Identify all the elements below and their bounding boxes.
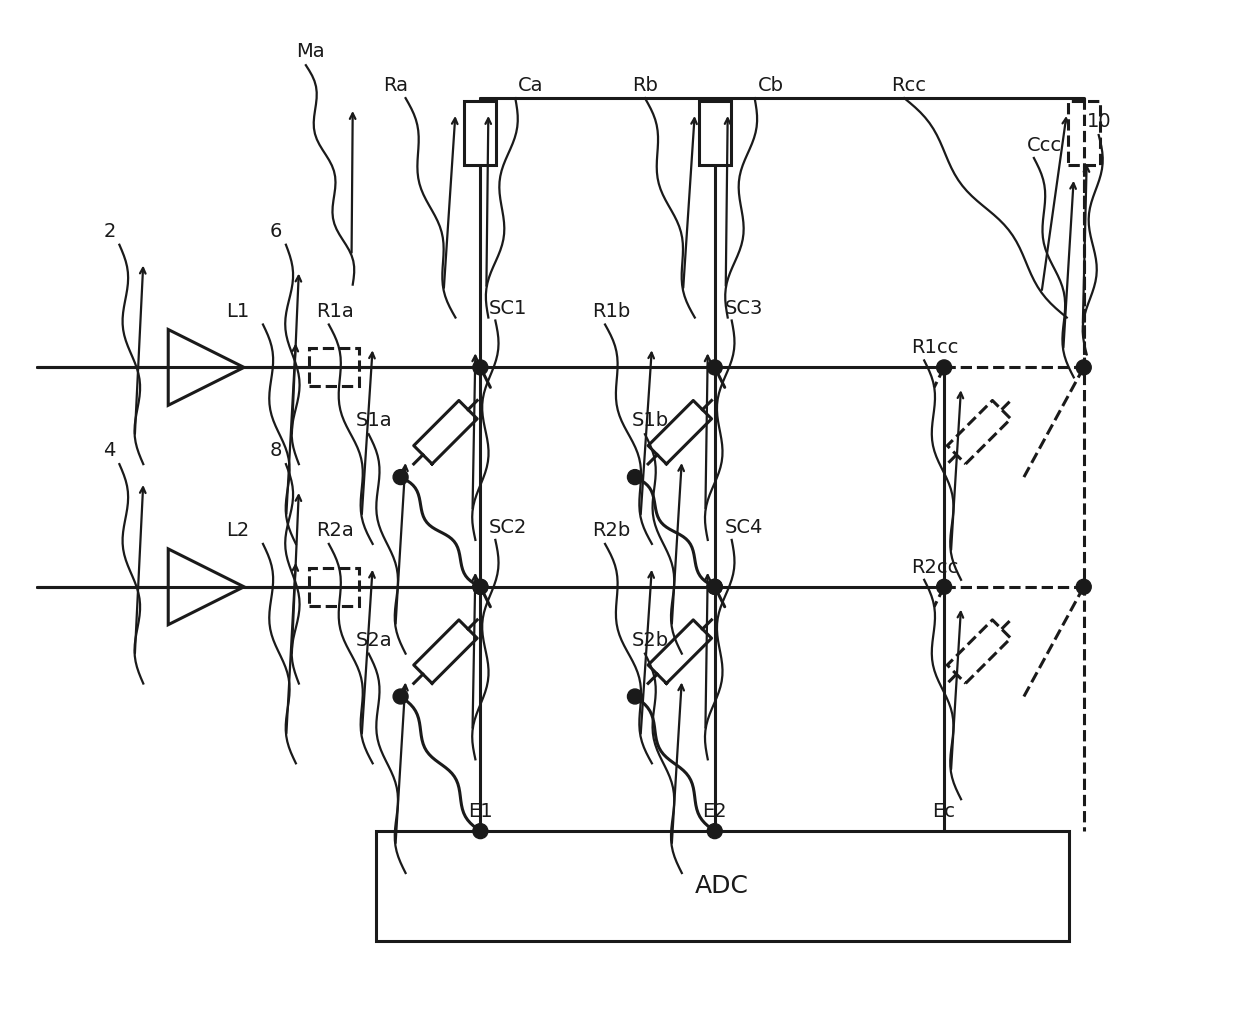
Text: S2b: S2b (632, 631, 670, 650)
Text: Ra: Ra (383, 76, 408, 95)
Text: SC2: SC2 (489, 518, 527, 537)
Bar (465, 101, 496, 165)
Text: SC1: SC1 (489, 298, 527, 318)
Text: E1: E1 (467, 802, 492, 821)
Text: S1a: S1a (356, 411, 392, 430)
Text: Rb: Rb (632, 76, 658, 95)
Text: 4: 4 (103, 442, 115, 460)
Bar (376, 831, 1069, 941)
Text: ADC: ADC (696, 874, 749, 898)
Text: SC3: SC3 (724, 298, 763, 318)
Circle shape (936, 579, 951, 594)
Circle shape (707, 360, 722, 375)
Bar (309, 349, 358, 386)
Circle shape (707, 579, 722, 594)
Circle shape (936, 360, 951, 375)
Circle shape (707, 824, 722, 839)
Circle shape (627, 470, 642, 484)
Text: E2: E2 (702, 802, 727, 821)
Text: 6: 6 (270, 222, 283, 241)
Circle shape (472, 824, 487, 839)
Circle shape (472, 360, 487, 375)
Circle shape (1076, 360, 1091, 375)
Text: R1a: R1a (316, 301, 353, 321)
Circle shape (707, 579, 722, 594)
Bar (309, 568, 358, 606)
Circle shape (472, 579, 487, 594)
Circle shape (393, 470, 408, 484)
Circle shape (393, 689, 408, 704)
Text: Ec: Ec (932, 802, 956, 821)
Text: L1: L1 (226, 301, 249, 321)
Text: S1b: S1b (632, 411, 670, 430)
Text: Ca: Ca (518, 76, 544, 95)
Circle shape (627, 689, 642, 704)
Text: R2b: R2b (591, 521, 630, 540)
Text: S2a: S2a (356, 631, 392, 650)
Text: 2: 2 (103, 222, 115, 241)
Text: Rcc: Rcc (892, 76, 926, 95)
Text: R2a: R2a (316, 521, 353, 540)
Bar (1068, 101, 1100, 165)
Text: L2: L2 (226, 521, 249, 540)
Text: 8: 8 (270, 442, 283, 460)
Text: SC4: SC4 (724, 518, 763, 537)
Text: 10: 10 (1086, 112, 1111, 131)
Circle shape (1076, 579, 1091, 594)
Circle shape (472, 579, 487, 594)
Text: R2cc: R2cc (911, 558, 959, 576)
Bar (699, 101, 730, 165)
Text: Ccc: Ccc (1027, 136, 1061, 155)
Text: Cb: Cb (758, 76, 784, 95)
Text: R1b: R1b (591, 301, 630, 321)
Text: R1cc: R1cc (911, 338, 959, 358)
Text: Ma: Ma (296, 42, 325, 61)
